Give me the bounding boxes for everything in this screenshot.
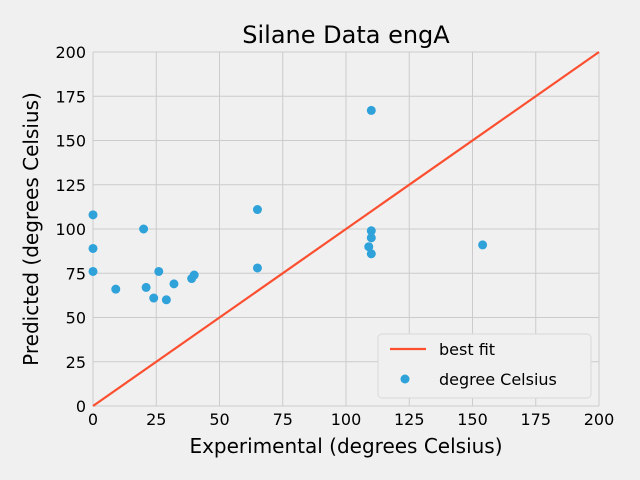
scatter-point <box>154 266 164 276</box>
scatter-point <box>149 293 159 303</box>
legend-degree-celsius-label: degree Celsius <box>439 370 557 389</box>
y-tick-label: 175 <box>55 87 86 106</box>
x-tick-label: 75 <box>273 410 293 429</box>
scatter-point <box>366 233 376 243</box>
x-tick-label: 25 <box>146 410 166 429</box>
scatter-point <box>366 249 376 259</box>
scatter-point <box>252 263 262 273</box>
scatter-point <box>88 210 98 220</box>
scatter-point <box>141 282 151 292</box>
x-tick-label: 125 <box>394 410 425 429</box>
y-tick-label: 200 <box>55 43 86 62</box>
best-fit-line <box>92 51 600 407</box>
legend: best fit degree Celsius <box>377 333 592 399</box>
y-tick-label: 75 <box>66 264 86 283</box>
legend-box <box>377 333 592 399</box>
chart-title: Silane Data engA <box>242 21 450 49</box>
x-axis-label: Experimental (degrees Celsius) <box>189 434 502 458</box>
x-tick-label: 50 <box>209 410 229 429</box>
scatter-point <box>139 224 149 234</box>
y-axis-label: Predicted (degrees Celsius) <box>19 92 43 366</box>
y-tick-label: 100 <box>55 220 86 239</box>
scatter-point <box>366 226 376 236</box>
y-tick-label: 150 <box>55 132 86 151</box>
y-tick-labels: 0 25 50 75 100 125 150 175 200 <box>55 43 86 416</box>
legend-degree-celsius-swatch <box>400 374 410 384</box>
scatter-point <box>169 279 179 289</box>
scatter-point <box>88 243 98 253</box>
scatter-point <box>364 242 374 252</box>
x-tick-label: 100 <box>331 410 362 429</box>
y-tick-label: 125 <box>55 176 86 195</box>
y-tick-label: 25 <box>66 353 86 372</box>
legend-best-fit-label: best fit <box>439 340 495 359</box>
scatter-point <box>189 270 199 280</box>
scatter-point <box>88 266 98 276</box>
x-tick-label: 200 <box>584 410 615 429</box>
series-layer <box>88 51 600 407</box>
scatter-point <box>161 295 171 305</box>
y-tick-label: 0 <box>76 397 86 416</box>
scatter-point <box>252 205 262 215</box>
x-tick-labels: 0 25 50 75 100 125 150 175 200 <box>88 410 614 429</box>
x-tick-label: 0 <box>88 410 98 429</box>
scatter-point <box>111 284 121 294</box>
x-tick-label: 150 <box>457 410 488 429</box>
x-tick-label: 175 <box>520 410 551 429</box>
y-tick-label: 50 <box>66 309 86 328</box>
scatter-point <box>366 105 376 115</box>
scatter-point <box>478 240 488 250</box>
